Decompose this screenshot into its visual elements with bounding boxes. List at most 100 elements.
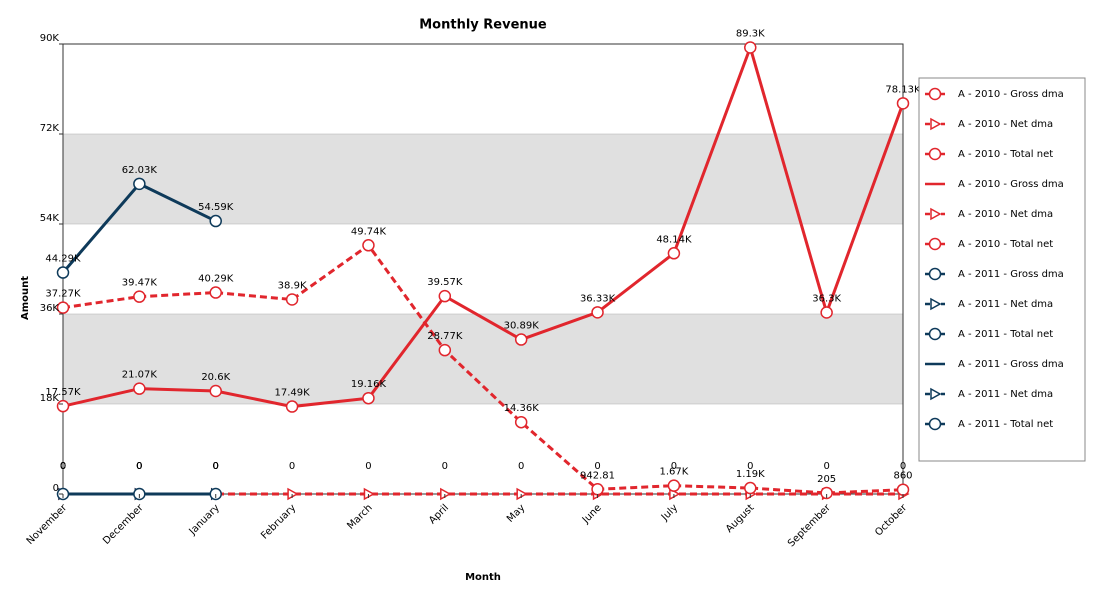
value-label: 44.29K bbox=[45, 254, 81, 265]
point bbox=[133, 290, 146, 303]
legend-label: A - 2010 - Net dma bbox=[958, 119, 1053, 130]
point bbox=[516, 487, 528, 501]
value-label: 19.16K bbox=[351, 379, 387, 390]
value-label: 39.47K bbox=[122, 278, 158, 289]
y-tick-label: 36K bbox=[40, 303, 60, 314]
value-label: 0 bbox=[213, 461, 219, 472]
point bbox=[438, 343, 452, 357]
point bbox=[514, 333, 528, 346]
value-label: 54.59K bbox=[198, 202, 234, 213]
legend-box bbox=[918, 77, 1086, 462]
x-tick-label: July bbox=[659, 502, 680, 523]
legend-label: A - 2011 - Gross dma bbox=[958, 359, 1064, 370]
value-label: 0 bbox=[213, 461, 219, 472]
point bbox=[362, 239, 375, 252]
x-tick-label: January bbox=[187, 502, 222, 537]
grid-band bbox=[62, 313, 904, 405]
value-label: 0 bbox=[671, 461, 677, 472]
legend-label: A - 2010 - Total net bbox=[958, 239, 1053, 250]
y-axis-title: Amount bbox=[20, 276, 31, 320]
point bbox=[744, 41, 757, 54]
value-label: 942.81 bbox=[580, 470, 615, 481]
value-label: 1.19K bbox=[736, 469, 765, 480]
value-label: 62.03K bbox=[122, 165, 158, 176]
x-tick-label: October bbox=[873, 502, 910, 539]
y-tick-label: 18K bbox=[40, 393, 60, 404]
point bbox=[56, 399, 70, 413]
point bbox=[896, 97, 910, 110]
value-label: 860 bbox=[893, 471, 912, 482]
point bbox=[285, 293, 299, 306]
point bbox=[896, 483, 910, 496]
point bbox=[362, 391, 375, 405]
legend-label: A - 2011 - Total net bbox=[958, 329, 1053, 340]
legend-marker bbox=[928, 147, 942, 161]
value-label: 0 bbox=[518, 461, 524, 472]
x-tick-label: February bbox=[259, 502, 298, 541]
value-label: 37.27K bbox=[45, 289, 81, 300]
point bbox=[438, 289, 452, 303]
value-label: 0 bbox=[594, 461, 600, 472]
x-tick-label: December bbox=[101, 502, 146, 547]
value-label: 40.29K bbox=[198, 274, 234, 285]
value-label: 21.07K bbox=[122, 370, 158, 381]
point bbox=[209, 214, 222, 228]
series-line bbox=[62, 243, 904, 495]
y-tick-label: 72K bbox=[40, 123, 60, 134]
point bbox=[133, 177, 146, 191]
value-label: 0 bbox=[213, 461, 219, 472]
value-label: 30.89K bbox=[504, 321, 540, 332]
legend-marker bbox=[930, 297, 942, 311]
point bbox=[591, 306, 604, 319]
value-label: 28.77K bbox=[427, 331, 463, 342]
value-label: 78.13K bbox=[885, 84, 921, 95]
legend-marker bbox=[930, 117, 942, 131]
legend-marker bbox=[928, 267, 942, 281]
x-tick-label: May bbox=[505, 502, 527, 524]
value-label: 36.3K bbox=[812, 294, 841, 305]
y-tick-label: 0 bbox=[53, 483, 59, 494]
legend-marker bbox=[928, 417, 942, 431]
x-tick-label: September bbox=[786, 502, 833, 549]
x-tick-label: August bbox=[724, 502, 757, 535]
value-label: 17.49K bbox=[274, 388, 310, 399]
plot-frame bbox=[62, 43, 904, 495]
legend-label: A - 2010 - Net dma bbox=[958, 209, 1053, 220]
legend-marker bbox=[928, 327, 942, 341]
point bbox=[133, 382, 146, 395]
point bbox=[744, 481, 757, 495]
point bbox=[209, 286, 222, 299]
value-label: 0 bbox=[442, 461, 448, 472]
value-label: 0 bbox=[60, 461, 66, 472]
legend: A - 2010 - Gross dma A - 2010 - Net dma A … bbox=[925, 87, 1064, 431]
value-label: 38.9K bbox=[278, 281, 307, 292]
legend-label: A - 2011 - Total net bbox=[958, 419, 1053, 430]
point bbox=[285, 400, 299, 413]
y-tick-label: 90K bbox=[40, 33, 60, 44]
x-tick-label: April bbox=[427, 502, 451, 526]
point bbox=[820, 486, 833, 500]
value-label: 49.74K bbox=[351, 226, 387, 237]
point bbox=[514, 415, 528, 429]
plot-area: 17.57K 21.07K 20.6K 17.49K 19.16K 39.57K 30.89… bbox=[45, 29, 921, 501]
x-tick-label: March bbox=[345, 502, 374, 531]
value-label: 0 bbox=[60, 461, 66, 472]
value-label: 0 bbox=[823, 461, 829, 472]
legend-marker bbox=[930, 207, 942, 221]
legend-label: A - 2011 - Net dma bbox=[958, 389, 1053, 400]
x-axis-title: Month bbox=[465, 572, 501, 583]
point bbox=[287, 487, 299, 501]
value-label: 89.3K bbox=[736, 29, 765, 40]
point bbox=[363, 487, 375, 501]
grid-band bbox=[62, 133, 904, 225]
value-label: 20.6K bbox=[201, 372, 230, 383]
value-label: 0 bbox=[136, 461, 142, 472]
value-label: 14.36K bbox=[504, 403, 540, 414]
point bbox=[56, 266, 70, 279]
y-tick-label: 54K bbox=[40, 213, 60, 224]
value-label: 17.57K bbox=[45, 387, 81, 398]
value-label: 205 bbox=[817, 474, 836, 485]
value-label: 0 bbox=[747, 461, 753, 472]
